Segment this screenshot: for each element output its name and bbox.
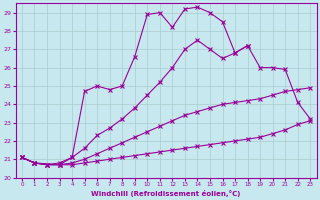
X-axis label: Windchill (Refroidissement éolien,°C): Windchill (Refroidissement éolien,°C) xyxy=(92,190,241,197)
